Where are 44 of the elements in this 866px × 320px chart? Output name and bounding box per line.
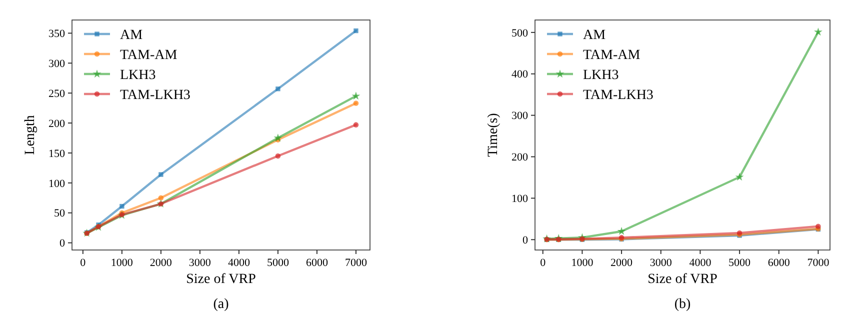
- x-tick-label: 7000: [807, 257, 830, 269]
- legend-label: TAM-AM: [583, 48, 641, 63]
- y-tick-label: 300: [512, 110, 528, 122]
- y-tick-label: 250: [48, 88, 66, 100]
- y-axis-title: Time(s): [486, 112, 501, 157]
- x-tick-label: 0: [540, 257, 546, 269]
- y-tick-label: 500: [512, 27, 528, 40]
- x-tick-label: 6000: [306, 257, 328, 269]
- text: (a): [213, 297, 230, 312]
- y-tick-label: 0: [60, 238, 66, 250]
- y-tick-label: 350: [48, 28, 66, 40]
- y-tick-label: 0: [522, 234, 528, 246]
- y-axis-title: Length: [23, 115, 38, 155]
- legend-label: AM: [583, 28, 606, 43]
- x-tick-label: 0: [80, 257, 86, 269]
- x-tick-label: 5000: [266, 257, 290, 269]
- legend-label: LKH3: [120, 68, 156, 83]
- y-tick-label: 50: [54, 208, 66, 220]
- x-tick-label: 6000: [768, 257, 790, 269]
- legend-label: LKH3: [583, 68, 619, 83]
- legend-label: TAM-AM: [120, 48, 178, 63]
- y-tick-label: 200: [48, 118, 66, 130]
- x-tick-label: 4000: [228, 257, 250, 269]
- x-axis-title: Size of VRP: [186, 272, 256, 287]
- x-tick-label: 3000: [188, 257, 212, 269]
- y-tick-label: 200: [512, 152, 528, 164]
- x-tick-label: 5000: [728, 257, 752, 269]
- x-axis-title: Size of VRP: [648, 272, 718, 287]
- x-tick-label: 1000: [571, 257, 594, 269]
- x-tick-label: 3000: [650, 257, 672, 269]
- y-tick-label: 300: [48, 58, 66, 70]
- x-tick-label: 7000: [344, 257, 368, 269]
- x-tick-label: 1000: [110, 257, 134, 269]
- y-tick-label: 400: [512, 68, 528, 81]
- text: (b): [674, 297, 691, 312]
- y-tick-label: 150: [48, 148, 66, 160]
- legend-label: AM: [120, 28, 144, 43]
- x-tick-label: 2000: [150, 257, 172, 269]
- y-tick-label: 100: [512, 193, 528, 206]
- x-tick-label: 4000: [689, 257, 712, 269]
- legend-label: TAM-LKH3: [120, 88, 190, 103]
- x-tick-label: 2000: [610, 257, 634, 269]
- legend-label: TAM-LKH3: [583, 88, 654, 103]
- y-tick-label: 100: [48, 178, 66, 190]
